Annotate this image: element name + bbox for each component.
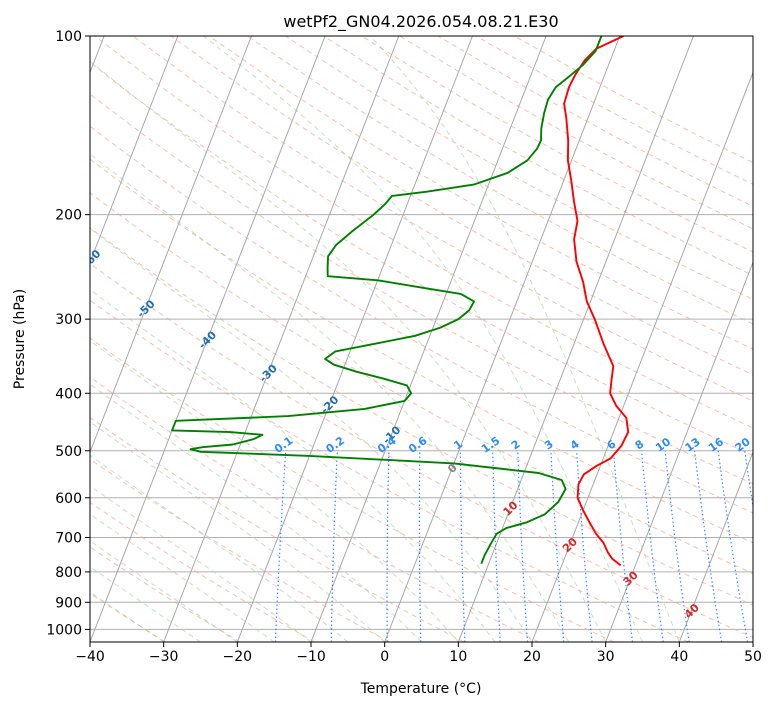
x-tick-label: −40 (75, 649, 105, 665)
isotherm-line (531, 71, 753, 642)
dry-adiabat (90, 158, 753, 544)
isotherm-line (678, 450, 753, 642)
dry-adiabat (90, 61, 753, 457)
y-tick-label: 900 (55, 595, 82, 611)
isotherm-line (163, 36, 400, 642)
moist-adiabat (90, 227, 533, 642)
y-tick-label: 100 (55, 29, 82, 45)
profile-series (171, 36, 630, 567)
y-tick-label: 400 (55, 386, 82, 402)
y-tick-label: 1000 (46, 622, 82, 638)
moist-adiabat (203, 36, 643, 642)
isotherm-line (236, 36, 473, 642)
x-tick-label: 20 (523, 649, 541, 665)
y-tick-label: 500 (55, 444, 82, 460)
isotherm-line (90, 36, 252, 454)
chart-title: wetPf2_GN04.2026.054.08.21.E30 (283, 12, 558, 32)
x-tick-label: −10 (296, 649, 326, 665)
mixing-ratio-line (664, 450, 690, 642)
skewed-isotherms (90, 36, 753, 642)
x-axis-label: Temperature (°C) (360, 681, 482, 697)
plot-frame (89, 35, 754, 643)
x-tick-label: 40 (670, 649, 688, 665)
moist-adiabat (90, 540, 238, 642)
dewpoint-profile-line (171, 36, 603, 565)
x-tick-label: −30 (149, 649, 179, 665)
isotherm-line (605, 260, 753, 642)
x-tick-label: 30 (597, 649, 615, 665)
moist-adiabat (90, 421, 386, 642)
dry-adiabats (90, 36, 753, 642)
moist-adiabat (90, 454, 349, 642)
mixing-ratio-line (550, 450, 565, 642)
plot-area (90, 36, 753, 642)
y-tick-label: 300 (55, 312, 82, 328)
x-tick-label: 50 (744, 649, 762, 665)
temperature-profile-line (563, 36, 630, 567)
isotherm-line (90, 36, 326, 642)
isotherm-line (457, 36, 694, 642)
y-axis-label: Pressure (hPa) (12, 289, 28, 389)
moist-adiabat (90, 153, 570, 642)
dry-adiabat (90, 501, 315, 642)
x-tick-label: 0 (380, 649, 389, 665)
moist-adiabat (90, 60, 607, 642)
y-tick-label: 800 (55, 565, 82, 581)
moist-adiabat (90, 383, 422, 642)
x-tick-label: 10 (449, 649, 467, 665)
dry-adiabat (90, 125, 753, 514)
y-tick-label: 600 (55, 491, 82, 507)
plot-layer: -100-90-80-70-60-50-40-30-20-10010203040… (90, 36, 753, 642)
x-axis-ticks: −40 −30 −20 −10 0 10 20 30 40 50 (75, 642, 762, 665)
x-tick-label: −20 (223, 649, 253, 665)
moist-adiabat (90, 340, 459, 642)
y-axis-ticks: 100 200 300 400 500 600 700 800 900 1000 (46, 29, 90, 638)
mixing-ratio-line (641, 450, 664, 642)
dry-adiabat (90, 376, 540, 642)
y-tick-label: 200 (55, 208, 82, 224)
moist-adiabat (90, 289, 496, 642)
dry-adiabat (170, 36, 753, 376)
moist-adiabat (90, 591, 164, 642)
dry-adiabat (90, 299, 689, 642)
pressure-grid (90, 36, 753, 630)
moist-adiabat (90, 566, 201, 642)
mixing-ratio-line (576, 450, 593, 642)
mixing-ratio-line (274, 450, 287, 642)
moist-adiabat (369, 36, 680, 642)
isotherm-line (310, 36, 547, 642)
isotherm-line (90, 36, 179, 264)
isotherm-line (384, 36, 621, 642)
mixing-ratio-line (613, 450, 634, 642)
y-tick-label: 700 (55, 531, 82, 547)
dry-adiabat (90, 227, 753, 606)
dry-adiabat (208, 36, 753, 350)
dry-adiabat (246, 36, 753, 325)
mixing-ratio-line (517, 450, 529, 642)
dry-adiabat (132, 36, 753, 402)
mixing-ratio-line (492, 450, 501, 642)
moist-adiabat (90, 513, 275, 642)
dry-adiabat (90, 458, 390, 642)
mixing-ratio-lines (274, 450, 753, 642)
moist-adiabats (90, 36, 680, 642)
